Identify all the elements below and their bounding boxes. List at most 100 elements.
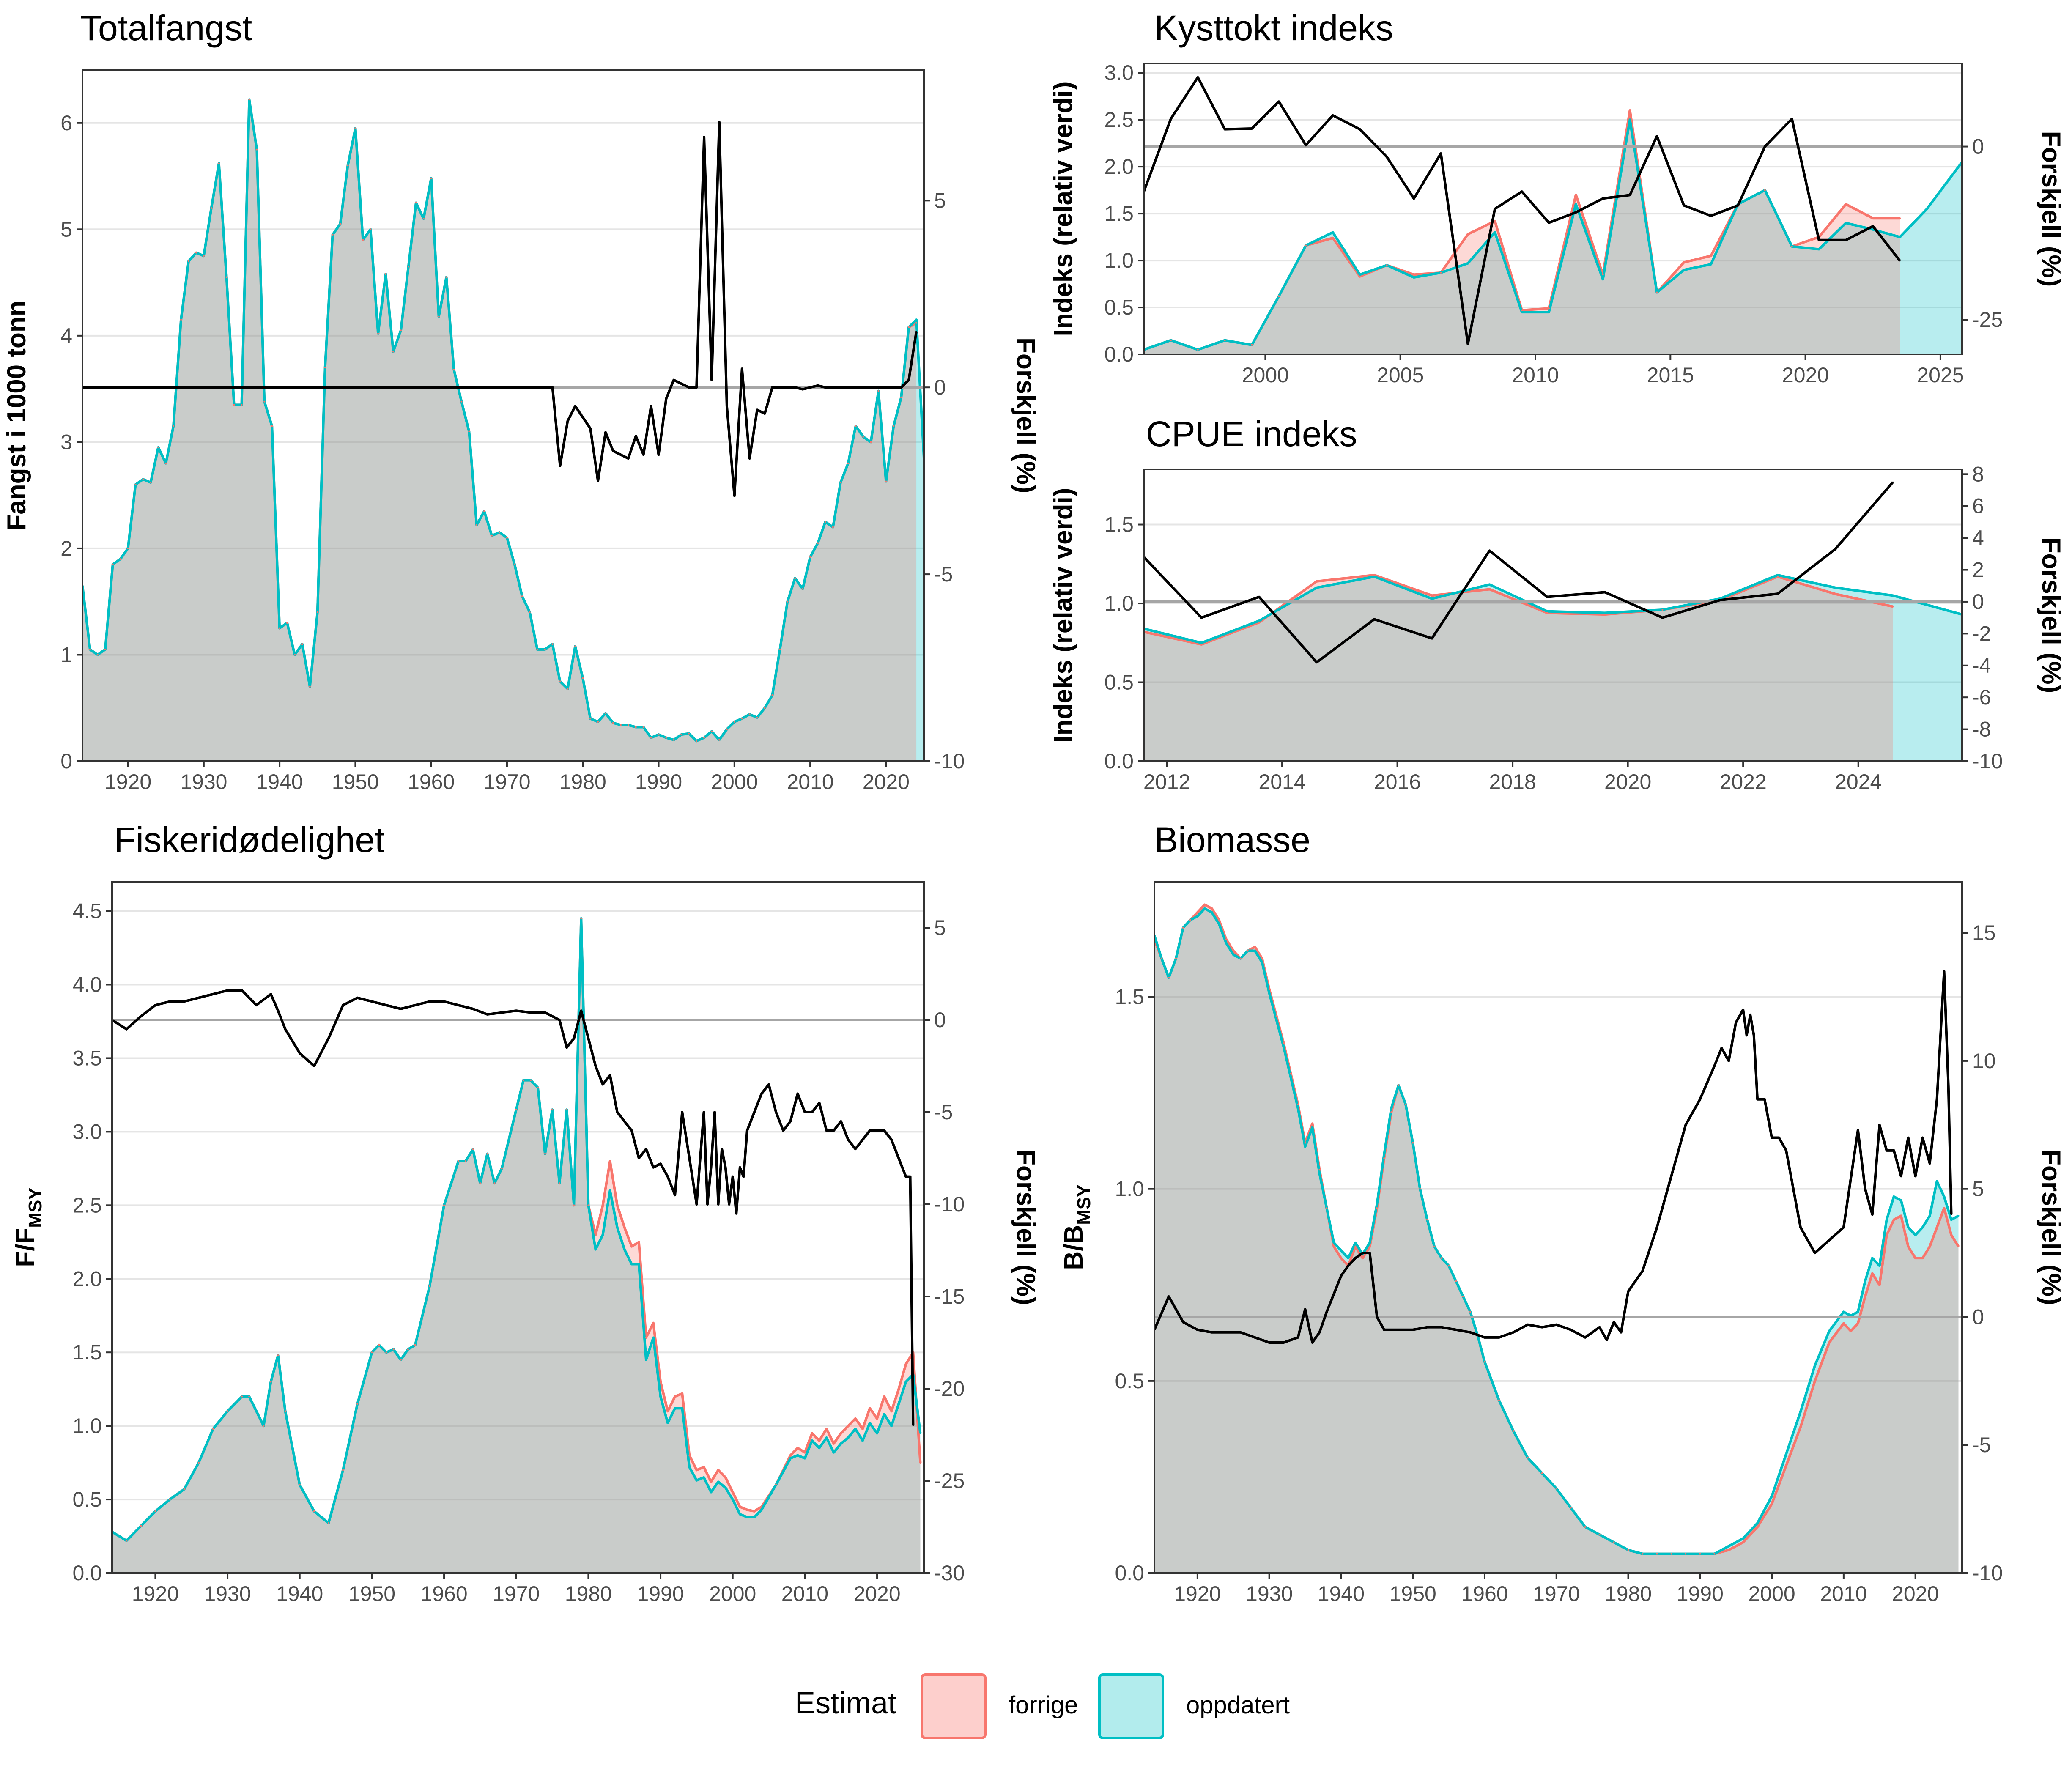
- point-oppdatert-fiskeri-49: [609, 1189, 611, 1192]
- point-forrige-biomasse-75: [1871, 1272, 1873, 1274]
- point-forrige-biomasse-29: [1362, 1257, 1364, 1259]
- point-oppdatert-fiskeri-58: [674, 1407, 676, 1409]
- point-oppdatert-cpue-13: [1892, 595, 1894, 597]
- point-forskjell-biomasse-14: [1326, 1311, 1327, 1313]
- point-forskjell-kysttokt-2: [1197, 77, 1199, 78]
- point-forskjell-fiskeri-77: [840, 1121, 842, 1122]
- point-forrige-biomasse-22: [1311, 1123, 1313, 1125]
- point-oppdatert-biomasse-69: [1814, 1365, 1816, 1367]
- ytick-label-fiskeri-6: 3.0: [72, 1120, 102, 1143]
- xtick-label-totalfangst-10: 2020: [863, 770, 910, 794]
- point-forskjell-biomasse-23: [1412, 1329, 1414, 1331]
- point-forrige-biomasse-83: [1929, 1245, 1931, 1247]
- point-forskjell-totalfangst-48: [900, 386, 902, 388]
- point-forskjell-totalfangst-35: [802, 389, 803, 390]
- point-oppdatert-cpue-5: [1431, 597, 1433, 600]
- point-forrige-biomasse-4: [1182, 927, 1184, 929]
- point-forrige-fiskeri-62: [703, 1466, 705, 1468]
- point-forskjell-fiskeri-15: [313, 1065, 315, 1067]
- point-forrige-biomasse-87: [1957, 1245, 1960, 1247]
- point-forrige-biomasse-59: [1670, 1553, 1672, 1555]
- point-forrige-biomasse-21: [1304, 1142, 1306, 1144]
- point-forrige-totalfangst-79: [680, 734, 682, 736]
- point-forskjell-totalfangst-37: [817, 385, 819, 386]
- point-forrige-fiskeri-54: [645, 1337, 647, 1339]
- point-forskjell-kysttokt-18: [1629, 194, 1631, 196]
- point-forskjell-fiskeri-56: [718, 1203, 719, 1205]
- point-forskjell-kysttokt-3: [1224, 129, 1226, 130]
- point-forskjell-biomasse-26: [1455, 1329, 1457, 1331]
- ytick-label-fiskeri-9: 4.5: [72, 899, 102, 923]
- xtick-label-totalfangst-1: 1930: [180, 770, 227, 794]
- point-forskjell-totalfangst-3: [559, 465, 561, 467]
- xtick-label-cpue-5: 2022: [1720, 770, 1767, 794]
- xtick-label-totalfangst-2: 1940: [256, 770, 303, 794]
- point-oppdatert-fiskeri-79: [840, 1442, 842, 1444]
- point-oppdatert-fiskeri-87: [898, 1403, 900, 1405]
- ytick-label-fiskeri-1: 0.5: [72, 1488, 102, 1511]
- point-forrige-biomasse-63: [1728, 1549, 1730, 1551]
- point-forrige-biomasse-7: [1203, 904, 1206, 906]
- point-forskjell-totalfangst-16: [658, 454, 660, 455]
- point-forrige-biomasse-66: [1771, 1503, 1773, 1505]
- point-forskjell-biomasse-69: [1893, 1150, 1895, 1151]
- point-forskjell-biomasse-10: [1297, 1337, 1299, 1338]
- point-forrige-totalfangst-28: [293, 654, 296, 656]
- point-forskjell-fiskeri-20: [386, 1004, 387, 1006]
- xtick-label-kysttokt-5: 2025: [1917, 363, 1964, 387]
- ytick-label-kysttokt-3: 1.5: [1104, 202, 1134, 225]
- point-forskjell-kysttokt-1: [1170, 118, 1172, 120]
- point-forskjell-totalfangst-8: [597, 480, 599, 482]
- point-oppdatert-biomasse-85: [1943, 1195, 1945, 1198]
- point-forrige-fiskeri-70: [761, 1506, 762, 1508]
- point-forrige-biomasse-11: [1232, 950, 1234, 952]
- point-forrige-biomasse-74: [1864, 1296, 1866, 1297]
- point-forrige-totalfangst-43: [407, 266, 409, 268]
- point-forskjell-biomasse-36: [1599, 1327, 1601, 1328]
- point-oppdatert-cpue-3: [1316, 587, 1318, 589]
- point-forrige-totalfangst-66: [582, 677, 584, 679]
- point-forskjell-kysttokt-5: [1278, 101, 1280, 102]
- xtick-label-biomasse-5: 1970: [1533, 1582, 1580, 1606]
- point-forskjell-totalfangst-9: [605, 431, 606, 433]
- point-forskjell-totalfangst-30: [764, 413, 766, 414]
- point-forskjell-totalfangst-26: [734, 495, 735, 497]
- point-forrige-kysttokt-2: [1197, 348, 1199, 351]
- point-oppdatert-biomasse-76: [1878, 1265, 1880, 1267]
- point-oppdatert-biomasse-77: [1886, 1219, 1888, 1221]
- point-forskjell-kysttokt-21: [1710, 215, 1712, 217]
- point-forskjell-biomasse-73: [1922, 1137, 1924, 1139]
- point-oppdatert-biomasse-21: [1304, 1146, 1306, 1148]
- point-forrige-biomasse-34: [1398, 1084, 1400, 1086]
- y2tick-label-cpue-0: -10: [1972, 749, 2003, 773]
- point-forrige-totalfangst-76: [658, 734, 660, 736]
- point-forrige-totalfangst-31: [316, 611, 318, 613]
- point-forskjell-biomasse-63: [1843, 1227, 1845, 1228]
- point-forskjell-totalfangst-11: [620, 454, 622, 455]
- point-forskjell-fiskeri-60: [732, 1176, 734, 1178]
- point-forskjell-biomasse-78: [1951, 1214, 1952, 1215]
- xtick-label-totalfangst-0: 1920: [104, 770, 151, 794]
- point-forrige-fiskeri-44: [573, 1204, 575, 1206]
- point-forrige-biomasse-30: [1369, 1245, 1371, 1247]
- point-forskjell-fiskeri-17: [342, 1004, 344, 1006]
- point-forrige-fiskeri-87: [898, 1388, 900, 1390]
- point-forskjell-totalfangst-17: [665, 398, 667, 400]
- point-forrige-totalfangst-87: [741, 718, 743, 720]
- ytick-label-totalfangst-6: 6: [60, 111, 72, 135]
- point-forrige-biomasse-37: [1419, 1188, 1421, 1190]
- point-forrige-totalfangst-27: [286, 622, 288, 624]
- point-forrige-totalfangst-11: [165, 462, 167, 464]
- point-forskjell-fiskeri-83: [883, 1130, 885, 1132]
- point-forrige-biomasse-84: [1936, 1226, 1938, 1228]
- point-oppdatert-kysttokt-17: [1602, 278, 1604, 280]
- ytick-label-kysttokt-4: 2.0: [1104, 155, 1134, 178]
- point-forrige-totalfangst-59: [529, 611, 531, 613]
- point-forskjell-totalfangst-39: [832, 386, 834, 388]
- point-forrige-totalfangst-54: [491, 534, 493, 537]
- point-forrige-kysttokt-20: [1683, 261, 1685, 263]
- point-forrige-kysttokt-9: [1386, 264, 1388, 266]
- point-forskjell-fiskeri-61: [735, 1213, 737, 1214]
- point-forrige-fiskeri-71: [775, 1484, 777, 1486]
- xtick-label-kysttokt-0: 2000: [1242, 363, 1289, 387]
